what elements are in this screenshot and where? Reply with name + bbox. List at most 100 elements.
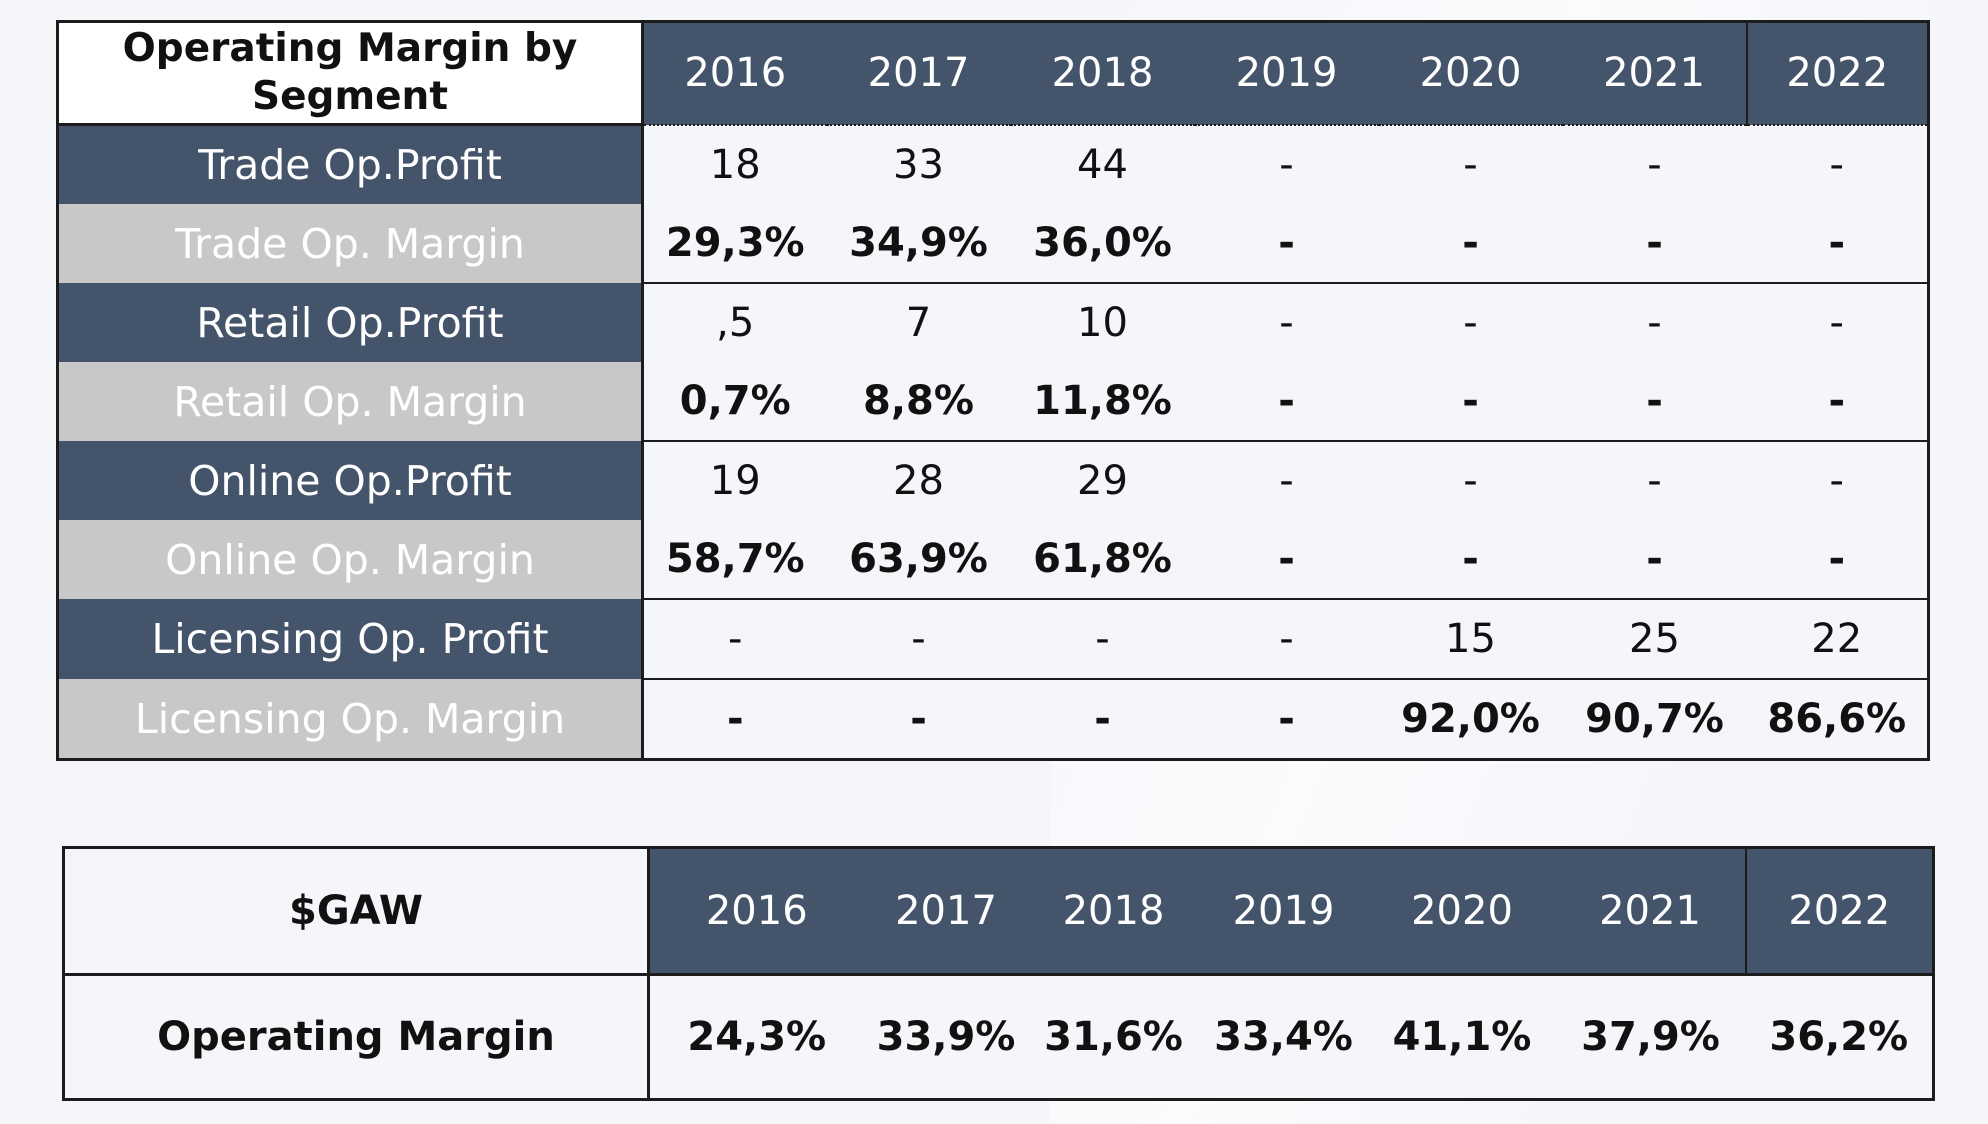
profit-value: - — [1378, 124, 1563, 204]
margin-value: - — [1562, 204, 1747, 284]
margin-value: 11,8% — [1010, 362, 1195, 442]
margin-value: 61,8% — [1010, 520, 1195, 600]
profit-value: - — [1746, 440, 1929, 520]
profit-value: - — [642, 598, 827, 679]
margin-value: 63,9% — [826, 520, 1011, 600]
margin-value: 90,7% — [1562, 678, 1747, 760]
margin-value: 86,6% — [1746, 678, 1929, 760]
profit-value: 25 — [1562, 598, 1747, 679]
profit-value: 22 — [1746, 598, 1929, 679]
segment-row: Retail Op. Margin 0,7% 8,8% 11,8% - - - - — [57, 362, 1929, 442]
profit-value: - — [1562, 282, 1747, 362]
margin-value: - — [1010, 678, 1195, 760]
margin-value: 29,3% — [642, 204, 827, 284]
margin-value: 41,1% — [1368, 974, 1556, 1100]
margin-value: 0,7% — [642, 362, 827, 442]
year-header: 2019 — [1198, 847, 1369, 976]
year-header: 2019 — [1194, 21, 1379, 126]
segment-row: Trade Op.Profit 18 33 44- - - - — [57, 124, 1929, 204]
segment-row: Retail Op.Profit ,5 7 10- - - - — [57, 282, 1929, 362]
profit-value: 19 — [642, 440, 827, 520]
year-header: 2022 — [1745, 21, 1929, 126]
margin-value: - — [1746, 362, 1929, 442]
margin-value: 34,9% — [826, 204, 1011, 284]
profit-value: - — [1562, 124, 1747, 204]
profit-value: 7 — [826, 282, 1011, 362]
margin-value: - — [1194, 362, 1379, 442]
operating-margin-row: Operating Margin 24,3% 33,9% 31,6% 33,4%… — [63, 974, 1934, 1100]
segment-row-label: Online Op. Margin — [57, 520, 644, 599]
year-header: 2021 — [1562, 21, 1747, 126]
margin-value: 24,3% — [648, 974, 864, 1100]
profit-value: 29 — [1010, 440, 1195, 520]
margin-value: 8,8% — [826, 362, 1011, 442]
margin-value: - — [826, 678, 1011, 760]
profit-value: - — [1194, 440, 1379, 520]
margin-value: 33,9% — [863, 974, 1029, 1100]
margin-value: - — [1746, 520, 1929, 600]
segment-row-label: Trade Op.Profit — [57, 124, 644, 204]
year-header: 2016 — [642, 21, 827, 126]
segment-row-label: Online Op.Profit — [57, 441, 644, 520]
margin-value: - — [1194, 520, 1379, 600]
year-header: 2017 — [863, 847, 1029, 976]
profit-value: - — [1746, 124, 1929, 204]
margin-value: - — [1746, 204, 1929, 284]
segment-row-label: Licensing Op. Margin — [57, 679, 644, 760]
segment-margin-table: Operating Margin by Segment 2016 2017 20… — [56, 20, 1930, 761]
segment-row-label: Retail Op.Profit — [57, 283, 644, 362]
profit-value: - — [1194, 282, 1379, 362]
margin-value: 31,6% — [1028, 974, 1199, 1100]
profit-value: - — [826, 598, 1011, 679]
margin-value: - — [1378, 204, 1563, 284]
margin-value: - — [1194, 204, 1379, 284]
year-header: 2020 — [1378, 21, 1563, 126]
segment-row: Online Op.Profit 19 28 29- - - - — [57, 440, 1929, 520]
margin-value: - — [1562, 362, 1747, 442]
ticker-margin-table: $GAW 2016 2017 2018 2019 2020 2021 2022 … — [62, 846, 1935, 1101]
year-header: 2022 — [1744, 847, 1934, 976]
year-header: 2018 — [1028, 847, 1199, 976]
margin-value: 36,0% — [1010, 204, 1195, 284]
margin-value: - — [1378, 520, 1563, 600]
profit-value: - — [1194, 124, 1379, 204]
profit-value: - — [1194, 598, 1379, 679]
margin-value: - — [1378, 362, 1563, 442]
margin-value: 92,0% — [1378, 678, 1563, 760]
profit-value: 15 — [1378, 598, 1563, 679]
profit-value: 44 — [1010, 124, 1195, 204]
profit-value: 18 — [642, 124, 827, 204]
year-header: 2018 — [1010, 21, 1195, 126]
margin-value: - — [1194, 678, 1379, 760]
year-header: 2021 — [1555, 847, 1746, 976]
profit-value: 33 — [826, 124, 1011, 204]
year-header: 2017 — [826, 21, 1011, 126]
margin-value: 36,2% — [1745, 974, 1934, 1100]
margin-value: 58,7% — [642, 520, 827, 600]
ticker-table-header-row: $GAW 2016 2017 2018 2019 2020 2021 2022 — [63, 847, 1934, 976]
segment-table-title: Operating Margin by Segment — [57, 21, 644, 126]
margin-value: 37,9% — [1555, 974, 1746, 1100]
year-header: 2020 — [1368, 847, 1556, 976]
segment-row-label: Licensing Op. Profit — [57, 599, 644, 679]
segment-row: Licensing Op. Margin - - - -92,0% 90,7% 86,6% — [57, 678, 1929, 760]
segment-row-label: Retail Op. Margin — [57, 362, 644, 441]
margin-value: - — [1562, 520, 1747, 600]
profit-value: - — [1378, 282, 1563, 362]
operating-margin-label: Operating Margin — [63, 974, 650, 1100]
segment-row: Online Op. Margin 58,7% 63,9% 61,8% - - - - — [57, 520, 1929, 600]
segment-row-label: Trade Op. Margin — [57, 204, 644, 283]
profit-value: - — [1010, 598, 1195, 679]
ticker-symbol: $GAW — [63, 847, 650, 976]
segment-table-header-row: Operating Margin by Segment 2016 2017 20… — [57, 21, 1929, 126]
profit-value: 10 — [1010, 282, 1195, 362]
profit-value: 28 — [826, 440, 1011, 520]
margin-value: 33,4% — [1198, 974, 1369, 1100]
profit-value: - — [1562, 440, 1747, 520]
segment-row: Trade Op. Margin 29,3% 34,9% 36,0% - - - - — [57, 204, 1929, 284]
profit-value: - — [1378, 440, 1563, 520]
segment-row: Licensing Op. Profit - - - -15 25 22 — [57, 598, 1929, 679]
profit-value: ,5 — [642, 282, 827, 362]
profit-value: - — [1746, 282, 1929, 362]
margin-value: - — [642, 678, 827, 760]
